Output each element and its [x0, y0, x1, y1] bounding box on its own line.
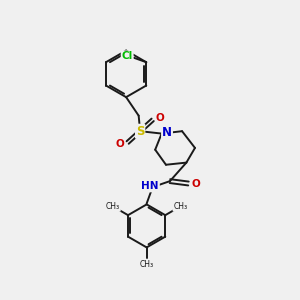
Text: S: S: [136, 125, 144, 138]
Text: O: O: [116, 139, 124, 149]
Text: Cl: Cl: [122, 51, 133, 61]
Text: HN: HN: [142, 182, 159, 191]
Text: CH₃: CH₃: [106, 202, 120, 211]
Text: O: O: [192, 178, 201, 188]
Text: N: N: [162, 126, 172, 139]
Text: CH₃: CH₃: [173, 202, 187, 211]
Text: CH₃: CH₃: [140, 260, 154, 269]
Text: O: O: [156, 113, 164, 123]
